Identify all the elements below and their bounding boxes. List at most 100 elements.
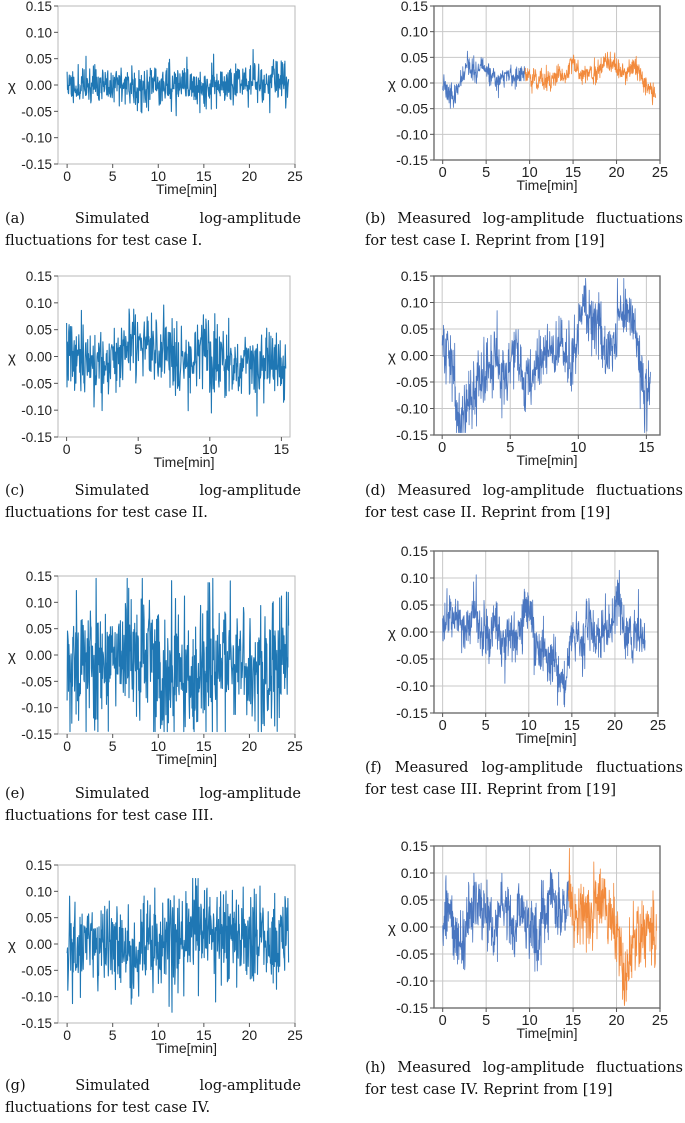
x-tick-label: 5	[482, 1013, 490, 1029]
x-tick-label: 10	[522, 165, 538, 181]
x-tick-label: 15	[638, 440, 654, 456]
y-tick-label: 0.05	[26, 323, 52, 338]
y-tick-label: -0.10	[21, 131, 52, 146]
y-tick-label: -0.05	[21, 104, 52, 119]
y-tick-label: 0.15	[401, 543, 428, 559]
x-tick-label: 20	[608, 1013, 624, 1029]
x-tick-label: 5	[482, 165, 490, 181]
x-tick-label: 15	[564, 718, 580, 734]
x-tick-label: 10	[522, 1013, 538, 1029]
y-axis-label: χ	[8, 350, 16, 367]
x-tick-label: 25	[650, 718, 666, 734]
y-tick-label: -0.15	[21, 727, 52, 742]
x-tick-label: 10	[150, 168, 166, 184]
x-tick-label: 5	[109, 168, 117, 184]
chart-e: 0.15 0.10 0.05 0.00 -0.05 -0.10 -0.15 0 5 10 15 20 2…	[0, 569, 303, 770]
y-tick-label: 0.15	[26, 269, 52, 284]
y-axis-label: χ	[388, 625, 396, 642]
y-tick-label: -0.10	[21, 990, 52, 1005]
caption-d: (d) Measured log-amplitude fluctuations …	[365, 483, 683, 521]
y-tick-label: 0.05	[401, 49, 428, 65]
x-axis-label: Time[min]	[156, 751, 217, 767]
caption-a: (a) Simulated log-amplitude fluctuations…	[5, 211, 301, 249]
x-tick-label: 20	[242, 1027, 258, 1043]
y-tick-label: 0.10	[26, 595, 52, 610]
x-tick-label: 15	[196, 1027, 212, 1043]
chart-f: 0.15 0.10 0.05 0.00 -0.05 -0.10 -0.15 0 5 10 15 20 2…	[370, 543, 680, 746]
y-tick-label: 0.15	[26, 0, 52, 14]
y-tick-label: -0.10	[396, 126, 428, 142]
y-tick-label: 0.00	[26, 648, 52, 663]
caption-f: (f) Measured log-amplitude fluctuations …	[365, 760, 683, 798]
y-axis-label: χ	[388, 920, 396, 937]
x-tick-label: 10	[202, 441, 218, 457]
x-axis-label: Time[min]	[516, 730, 577, 746]
y-tick-label: 0.00	[26, 350, 52, 365]
series-line-1	[441, 278, 651, 433]
y-tick-label: 0.05	[401, 597, 428, 613]
x-tick-label: 5	[109, 738, 117, 754]
x-tick-label: 0	[439, 165, 447, 181]
y-tick-label: -0.15	[396, 152, 428, 168]
y-tick-label: 0.05	[401, 892, 428, 908]
y-tick-label: -0.15	[396, 427, 428, 443]
y-tick-label: 0.00	[26, 937, 52, 952]
caption-b: (b) Measured log-amplitude fluctuations …	[365, 211, 683, 249]
x-tick-label: 20	[608, 165, 624, 181]
y-tick-label: -0.10	[21, 701, 52, 716]
x-tick-label: 0	[439, 1013, 447, 1029]
y-tick-label: 0.05	[26, 622, 52, 637]
series-line-1	[442, 50, 526, 109]
caption-g: (g) Simulated log-amplitude fluctuations…	[5, 1078, 301, 1116]
chart-h: 0.15 0.10 0.05 0.00 -0.05 -0.10 -0.15 0 5 10 15 20 2…	[370, 838, 680, 1041]
series-line-2	[568, 848, 657, 1006]
y-tick-label: 0.10	[26, 296, 52, 311]
y-tick-label: 0.00	[401, 624, 428, 640]
y-tick-label: 0.10	[401, 865, 428, 881]
x-axis-label: Time[min]	[517, 177, 578, 193]
y-tick-label: 0.15	[401, 0, 428, 14]
x-tick-label: 0	[63, 441, 71, 457]
caption-e: (e) Simulated log-amplitude fluctuations…	[5, 786, 301, 824]
y-tick-label: -0.15	[21, 157, 52, 172]
x-tick-label: 15	[274, 441, 290, 457]
x-tick-label: 10	[521, 718, 537, 734]
chart-f-svg: 0.15 0.10 0.05 0.00 -0.05 -0.10 -0.15 0 5 10 15 20 2…	[388, 543, 666, 746]
y-tick-label: 0.10	[401, 295, 428, 311]
y-tick-label: -0.10	[396, 973, 428, 989]
y-tick-label: 0.00	[26, 78, 52, 93]
y-tick-label: 0.05	[401, 321, 428, 337]
y-tick-label: 0.10	[26, 884, 52, 899]
x-axis-label: Time[min]	[156, 181, 217, 197]
x-tick-label: 10	[150, 1027, 166, 1043]
y-tick-label: -0.15	[21, 1016, 52, 1031]
caption-h: (h) Measured log-amplitude fluctuations …	[365, 1060, 683, 1098]
chart-g: 0.15 0.10 0.05 0.00 -0.05 -0.10 -0.15 0 5 10 15 20 2…	[0, 858, 303, 1060]
y-tick-label: 0.15	[401, 838, 428, 854]
series-line-1	[66, 877, 290, 1013]
chart-d-svg: 0.15 0.10 0.05 0.00 -0.05 -0.10 -0.15 0 5 10 15 Tim…	[388, 268, 661, 468]
series-line-1	[442, 868, 569, 972]
series-line-1	[66, 577, 290, 733]
x-tick-label: 0	[63, 168, 71, 184]
x-tick-label: 0	[63, 738, 71, 754]
x-axis-label: Time[min]	[517, 452, 578, 468]
x-tick-label: 15	[565, 1013, 581, 1029]
y-axis-label: χ	[8, 648, 16, 665]
y-tick-label: -0.05	[396, 374, 428, 390]
chart-c-svg: 0.15 0.10 0.05 0.00 -0.05 -0.10 -0.15 0 5 10 15 Tim…	[8, 269, 291, 470]
series-line-1	[66, 48, 290, 117]
y-tick-label: -0.05	[21, 963, 52, 978]
chart-b: 0.15 0.10 0.05 0.00 -0.05 -0.10 -0.15 0 5 10 15 20 2…	[370, 0, 680, 200]
x-axis-label: Time[min]	[156, 1040, 217, 1056]
series-line-1	[442, 569, 646, 708]
x-tick-label: 0	[63, 1027, 71, 1043]
y-tick-label: 0.15	[401, 268, 428, 284]
y-tick-label: 0.10	[26, 25, 52, 40]
x-tick-label: 25	[287, 738, 303, 754]
chart-h-svg: 0.15 0.10 0.05 0.00 -0.05 -0.10 -0.15 0 5 10 15 20 2…	[388, 838, 668, 1041]
x-tick-label: 25	[287, 168, 303, 184]
chart-g-svg: 0.15 0.10 0.05 0.00 -0.05 -0.10 -0.15 0 5 10 15 20 2…	[8, 858, 303, 1056]
y-tick-label: 0.00	[401, 75, 428, 91]
y-tick-label: -0.10	[21, 403, 52, 418]
